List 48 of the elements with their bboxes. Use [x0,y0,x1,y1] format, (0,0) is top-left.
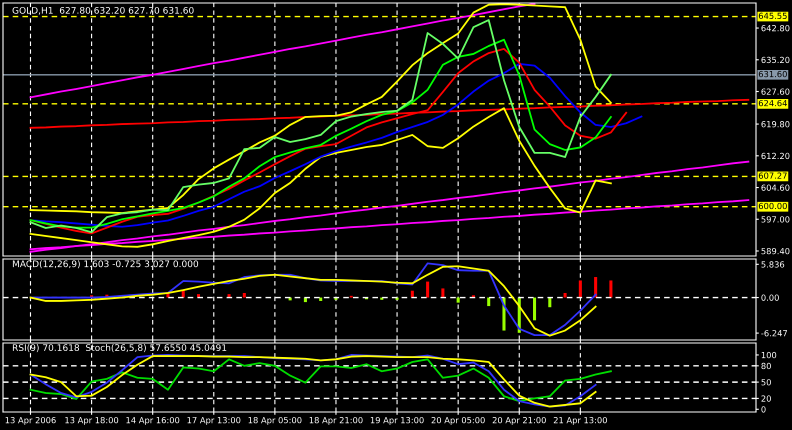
y-tick-label: 604.60 [761,184,790,191]
bar [410,290,414,298]
y-tick-label: 100 [762,352,776,358]
y-tick-label: 80 [761,362,771,370]
bar [487,298,490,306]
ref-line-label: 607.27 [758,172,787,179]
y-tick-label: 612.20 [761,152,790,160]
bar [441,288,444,298]
y-tick-label: 5.836 [762,261,784,268]
x-tick-label: 18 Apr 21:00 [310,417,363,425]
y-tick-label: 627.60 [761,88,790,95]
y-tick-label: 597.00 [762,216,790,223]
ref-line-label: 645.55 [758,12,787,19]
ref-line-label: 631.60 [758,70,787,78]
y-tick-label: 635.20 [761,56,790,64]
x-tick-label: 20 Apr 21:00 [492,417,546,425]
bar [456,298,460,303]
x-tick-label: 14 Apr 16:00 [126,417,180,425]
y-tick-label: 50 [762,379,771,386]
chart-title: MACD(12,26,9) 1.603 -0.725 3.027 0.000 [12,260,198,268]
line-series [30,358,612,402]
y-tick-label: 619.80 [761,121,790,128]
x-tick-label: 21 Apr 13:00 [554,417,607,425]
y-tick-label: 0.00 [761,294,779,301]
line-series [30,160,750,253]
bar [548,298,552,308]
x-tick-label: 13 Apr 2006 [6,417,56,425]
x-tick-label: 20 Apr 05:00 [432,417,485,425]
y-tick-label: -6.247 [761,330,788,336]
x-tick-label: 13 Apr 18:00 [65,417,118,425]
y-tick-label: 642.80 [761,25,790,32]
bar [319,298,322,301]
bar [564,292,567,298]
y-tick-label: 20 [761,395,771,402]
y-tick-label: 0 [761,406,766,413]
bar [609,280,612,298]
x-tick-label: 18 Apr 05:00 [248,417,302,425]
bar [242,292,246,298]
bar [533,298,536,320]
ref-line-label: 600.00 [758,202,787,210]
chart-title: GOLD,H1 627.80 632.20 627.70 631.60 [12,6,194,15]
x-tick-label: 17 Apr 13:00 [188,417,240,425]
bar [426,282,430,298]
y-tick-label: 589.40 [762,248,790,254]
ref-line-label: 624.64 [758,100,787,106]
x-tick-label: 19 Apr 13:00 [370,417,424,425]
bar [578,280,582,298]
bar [288,298,292,300]
